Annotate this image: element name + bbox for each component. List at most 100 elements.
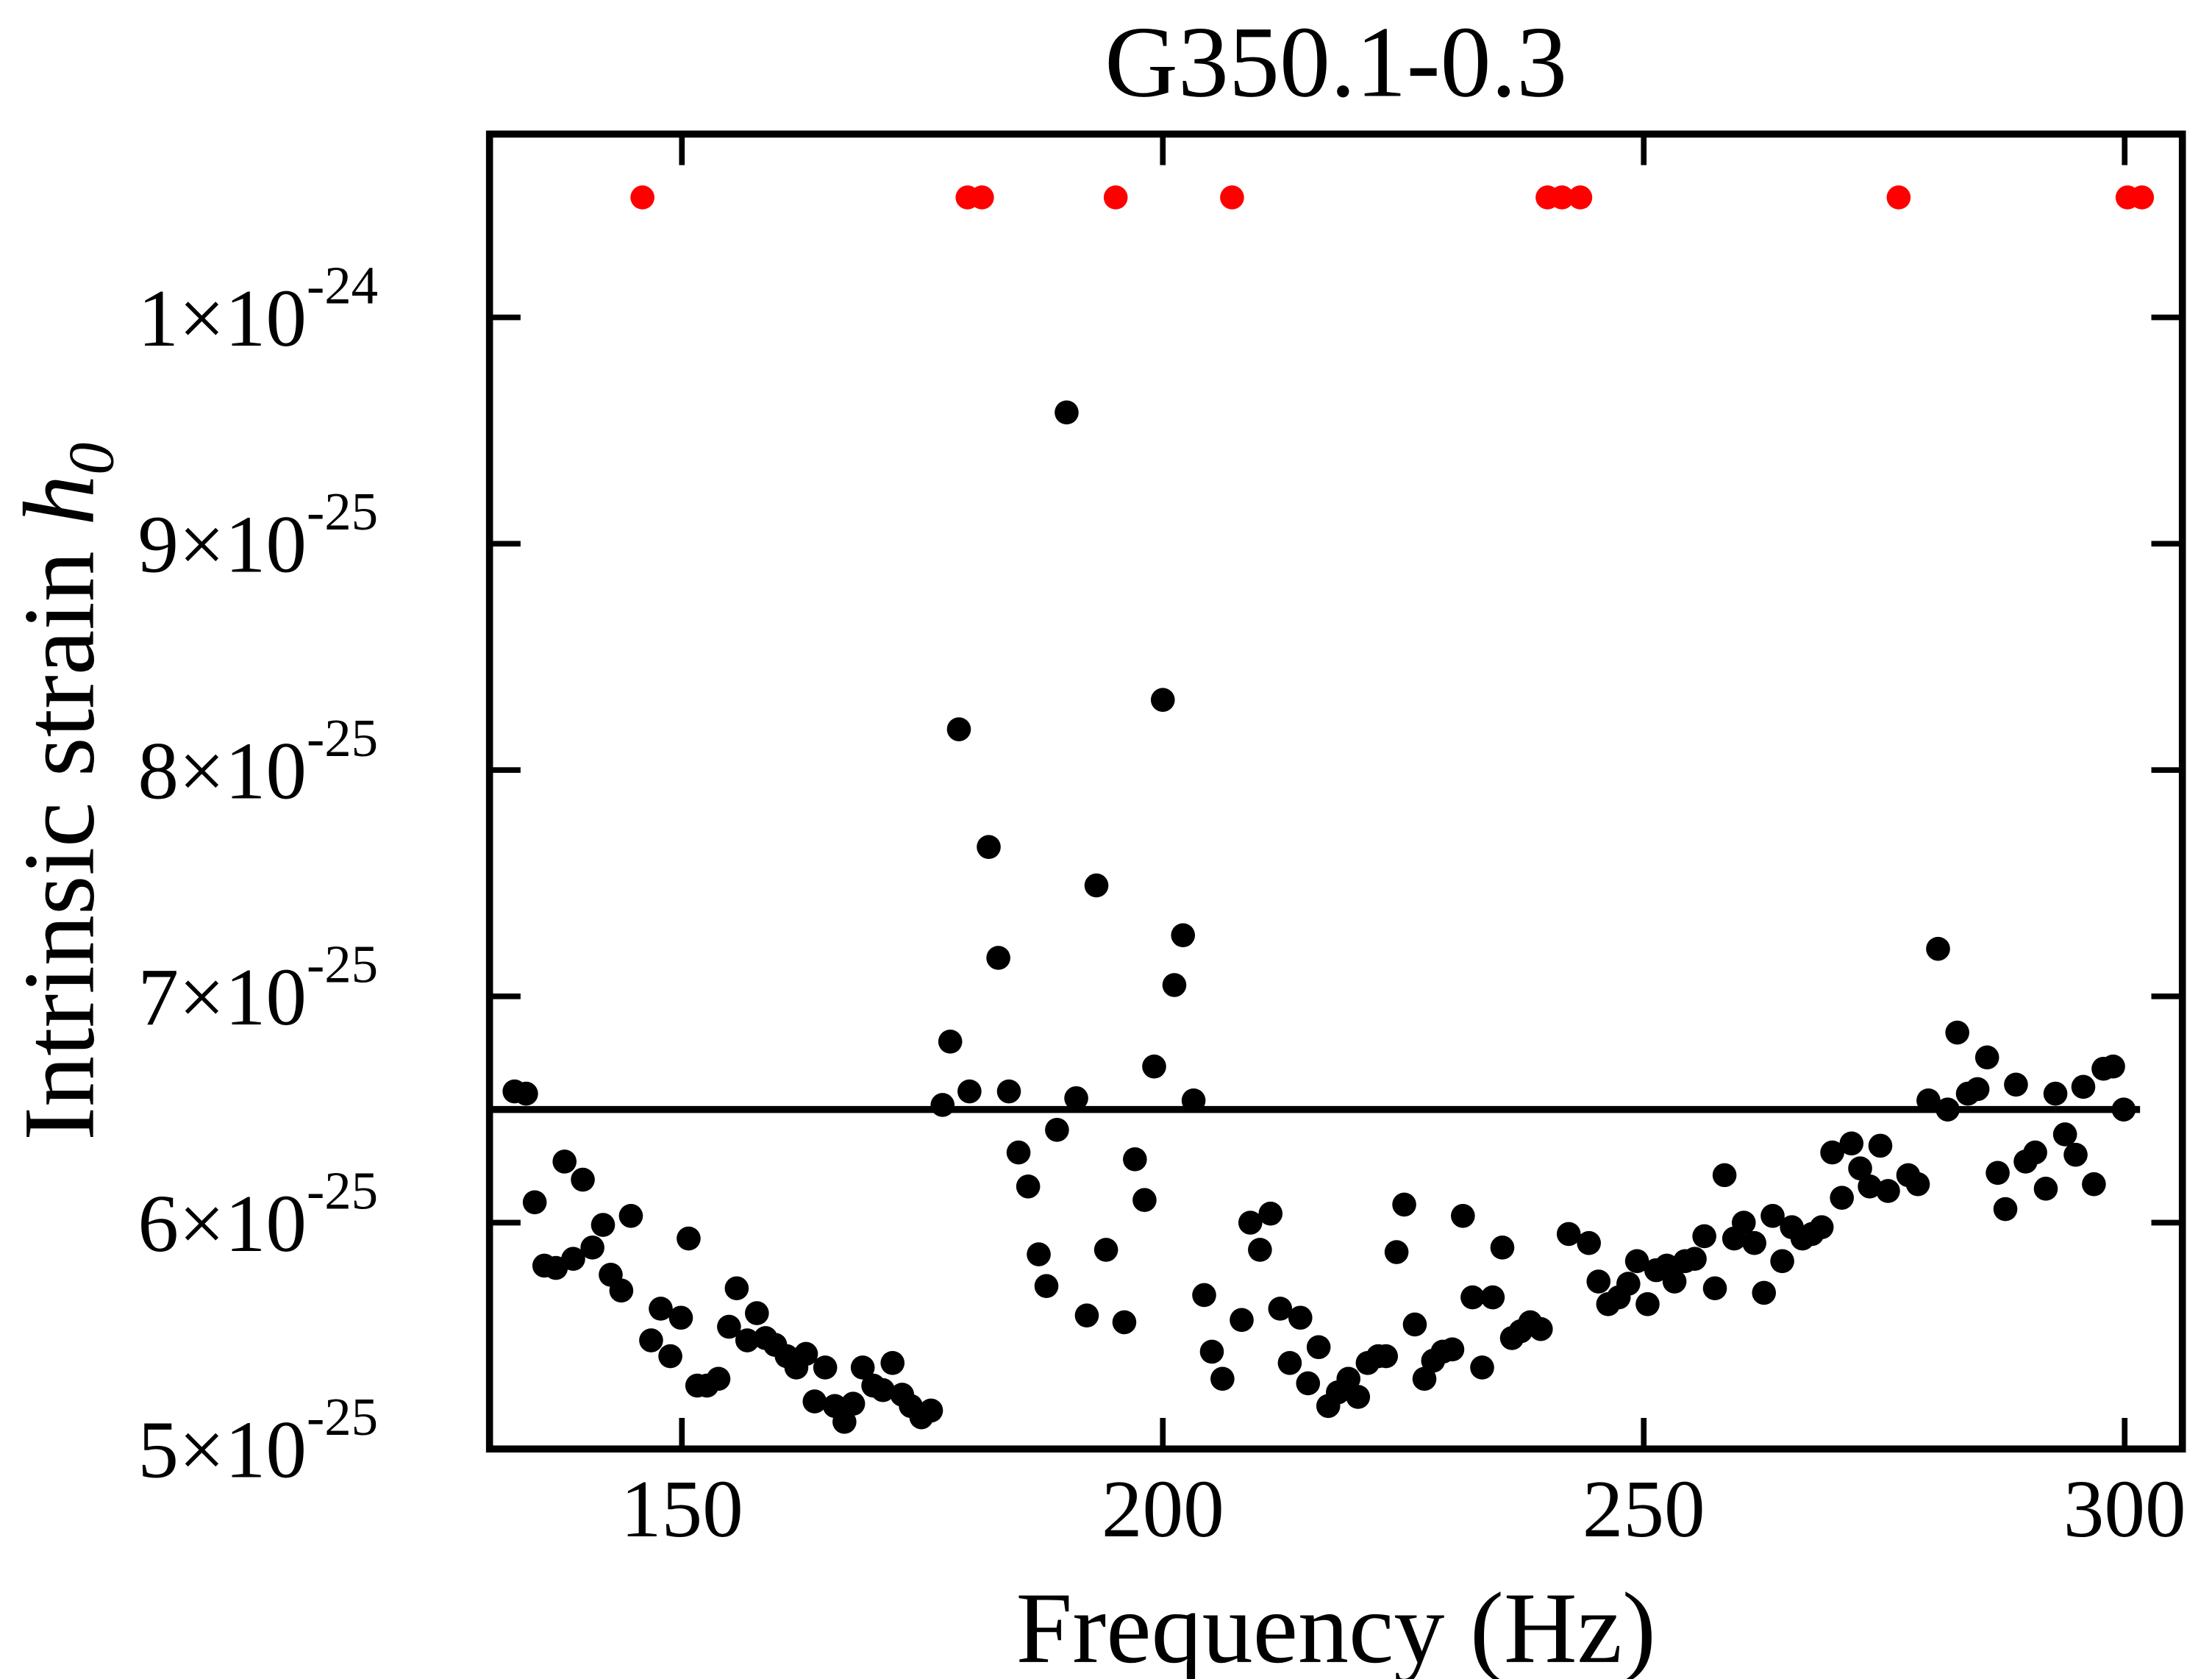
point [1848,1156,1872,1180]
point [1296,1371,1321,1396]
point [1336,1366,1361,1391]
point [1886,185,1911,210]
point [1055,400,1079,425]
point [1093,1238,1119,1262]
point [1248,1238,1272,1262]
point [1480,1285,1505,1310]
point [618,1203,643,1228]
point [1635,1291,1660,1316]
point [2052,1122,2077,1147]
point [717,1314,741,1339]
point [1876,1179,1900,1203]
point [986,946,1010,970]
point [1916,1088,1941,1113]
point [1123,1147,1147,1172]
point [1440,1337,1465,1362]
plot-frame [485,130,2186,1453]
point [1084,873,1109,898]
point [1936,1097,1960,1122]
y-tick-label-base: 6×10 [138,1179,307,1269]
point [1731,1211,1756,1235]
point [591,1213,616,1237]
y-tick-label: 9×10-25 [138,482,378,591]
point [1742,1230,1766,1255]
point [552,1149,577,1174]
point [1006,1140,1031,1165]
point [1150,688,1175,712]
point [1288,1305,1313,1330]
point [706,1366,731,1391]
point [1616,1272,1641,1296]
point [561,1247,585,1272]
point [1839,1131,1864,1156]
point [930,1093,955,1117]
point [1830,1186,1854,1210]
y-tick-label: 7×10-25 [138,935,378,1044]
point [918,1398,943,1423]
point [1577,1230,1601,1255]
point [2033,1177,2058,1201]
point [802,1389,827,1414]
point [1142,1054,1166,1079]
point [1451,1203,1475,1228]
point [2023,1140,2047,1165]
point [1993,1197,2018,1222]
point [1074,1303,1099,1327]
x-tick-label: 250 [1583,1464,1705,1555]
point [850,1355,875,1380]
point [946,717,971,741]
point [677,1226,701,1251]
point [1210,1366,1235,1391]
point [1974,1045,1999,1070]
point [1392,1192,1416,1217]
point [1132,1188,1157,1213]
point [977,835,1001,859]
point [1181,1088,1206,1113]
point [1412,1366,1437,1391]
y-tick-label-exponent: -24 [307,255,378,315]
point [1905,1172,1930,1197]
point [609,1278,634,1303]
point [1027,1242,1051,1266]
y-tick-label: 8×10-25 [138,708,378,817]
y-tick-label-base: 8×10 [138,726,307,816]
y-tick-label-base: 1×10 [138,274,307,364]
y-axis-label-symbol: h [3,475,115,526]
point [1171,923,1196,947]
point [514,1081,538,1106]
point [1624,1249,1649,1274]
point [1460,1285,1485,1310]
point [1306,1335,1331,1360]
point [996,1079,1021,1104]
point [1470,1355,1494,1380]
point [1346,1385,1371,1409]
point [1820,1140,1844,1165]
point [1568,185,1593,210]
x-tick-label: 200 [1102,1464,1224,1555]
point [1945,1020,1969,1045]
point [2063,1142,2088,1167]
point [1752,1280,1777,1305]
y-tick-label-base: 7×10 [138,952,307,1043]
point [813,1355,838,1380]
point [1490,1236,1515,1260]
point [1692,1224,1716,1249]
point [957,1079,982,1104]
x-axis-label: Frequency (Hz) [1016,1572,1655,1679]
point [1662,1269,1687,1294]
point [2043,1081,2068,1106]
y-tick-label-base: 5×10 [138,1405,307,1496]
point [1045,1118,1069,1142]
point [1402,1312,1427,1337]
point [639,1328,663,1352]
point [1965,1077,1990,1102]
point [1586,1269,1611,1294]
point [1712,1163,1737,1188]
point [1374,1344,1399,1369]
point [1549,185,1574,210]
point [1162,973,1187,997]
point [1230,1308,1254,1333]
point [1384,1240,1409,1264]
point [668,1305,693,1330]
